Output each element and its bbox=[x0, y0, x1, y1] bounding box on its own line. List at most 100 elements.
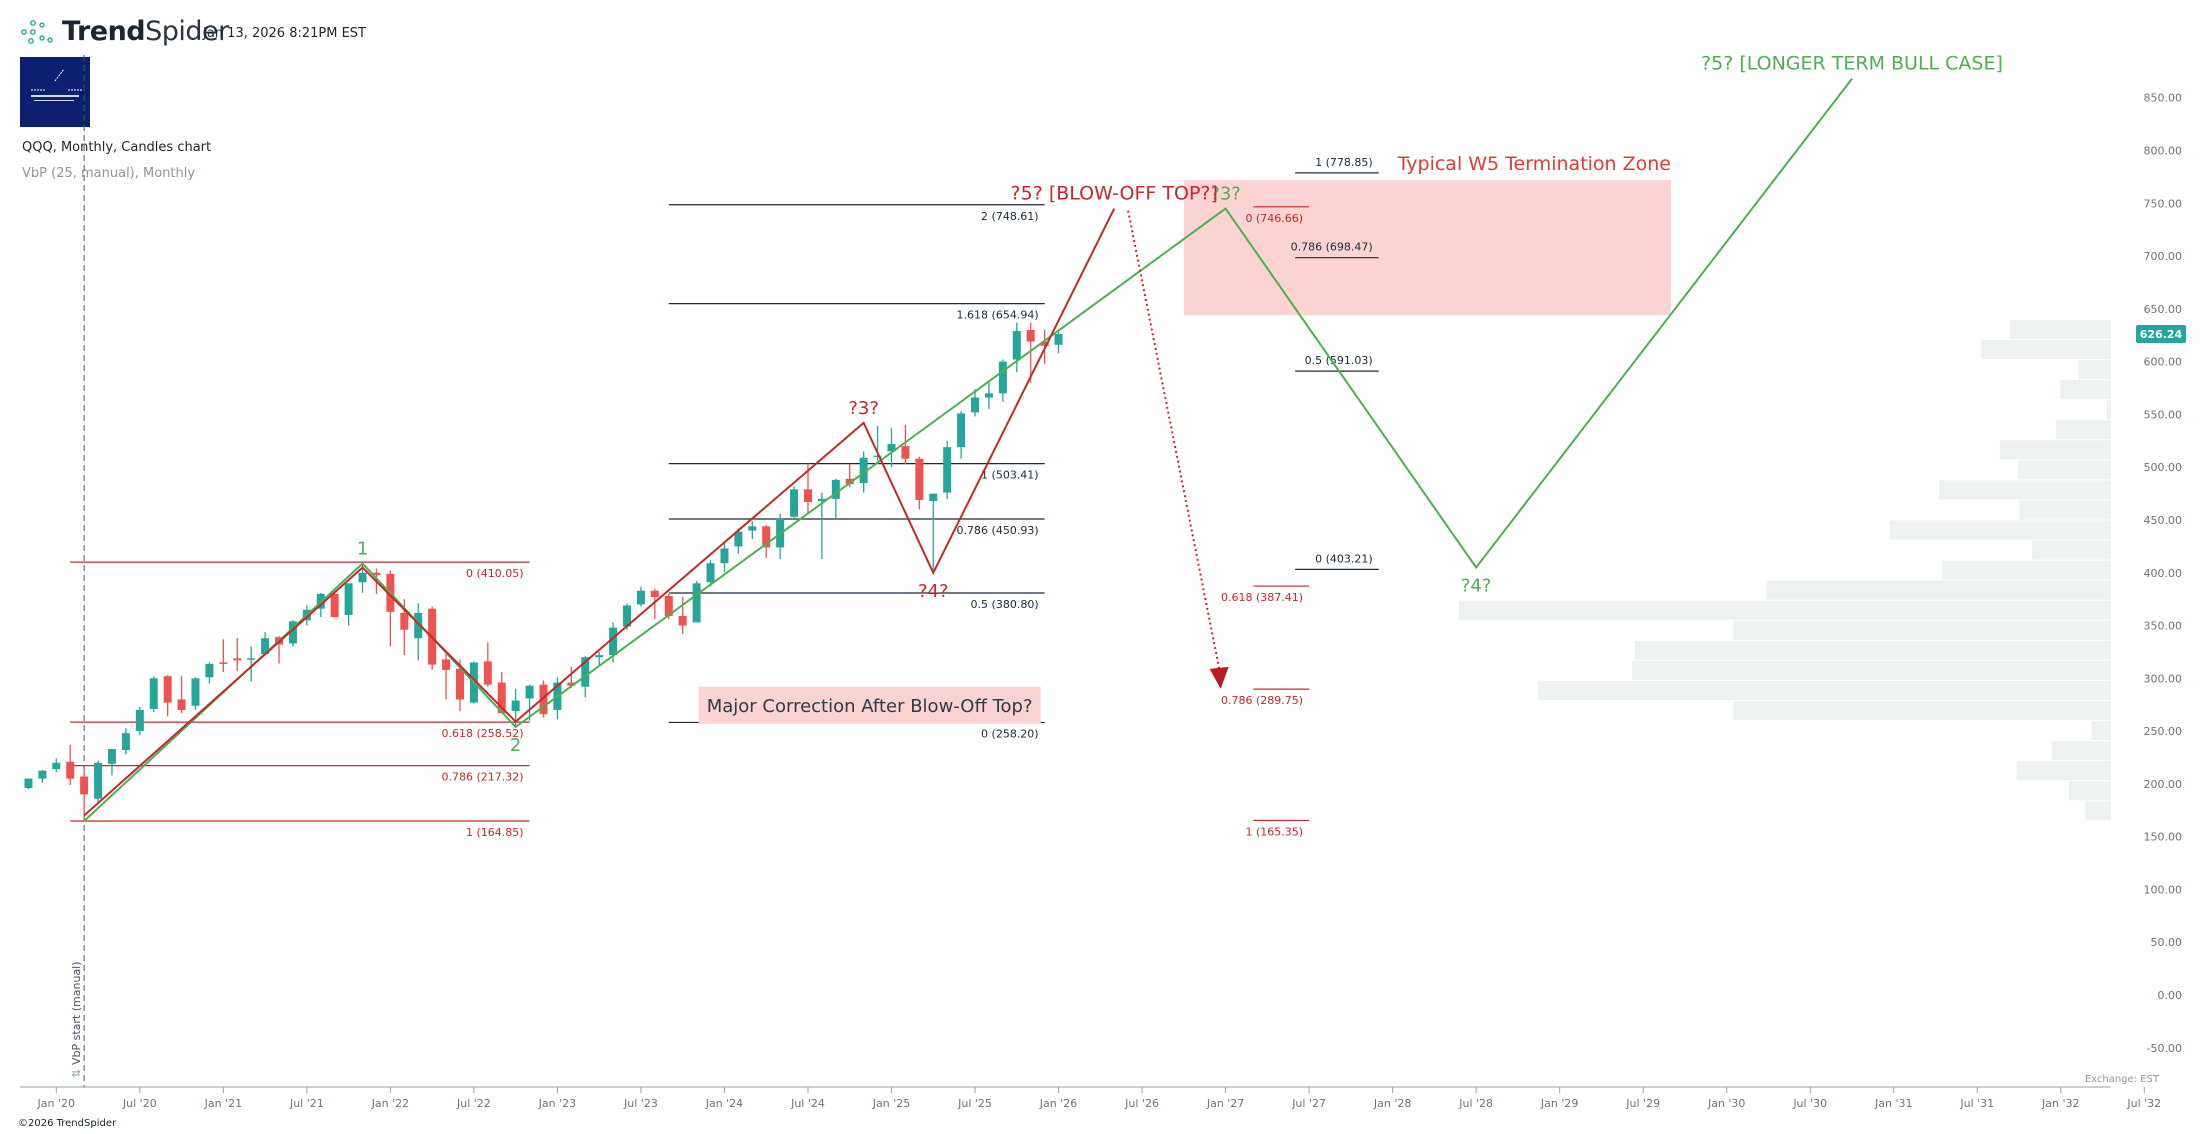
candle bbox=[720, 543, 729, 572]
candle-body bbox=[177, 699, 186, 710]
candle-body bbox=[525, 685, 534, 699]
candle-body bbox=[149, 678, 158, 709]
candle-body bbox=[442, 659, 451, 670]
x-tick-label: Jul '25 bbox=[957, 1097, 992, 1110]
candle-body bbox=[539, 684, 548, 715]
x-tick-label: Jan '26 bbox=[1039, 1097, 1077, 1110]
timestamp: Jan 13, 2026 8:21PM EST bbox=[203, 26, 366, 41]
indicator-label[interactable]: VbP (25, manual), Monthly bbox=[22, 166, 196, 181]
fib-level-label: 0.786 (698.47) bbox=[1291, 241, 1373, 254]
x-tick-label: Jan '21 bbox=[204, 1097, 242, 1110]
fib-level-label: 1 (778.85) bbox=[1315, 156, 1373, 169]
candle bbox=[483, 642, 492, 687]
wave-counts[interactable]: 1 2 ?3? ?4? ?5? [LONGER TERM BULL CASE] ?3? ?4… bbox=[83, 53, 2003, 822]
callout-text: Major Correction After Blow-Off Top? bbox=[707, 696, 1033, 717]
spider-web-icon bbox=[21, 19, 53, 44]
fib-future-red[interactable]: 0 (746.66) 0.618 (387.41) 0.786 (289.75) 1 … bbox=[1221, 206, 1310, 839]
x-axis[interactable]: Jan '20 Jul '20 Jan '21 Jul '21 Jan '22 Jul '… bbox=[20, 1086, 2161, 1110]
x-tick-label: Jul '20 bbox=[122, 1097, 157, 1110]
zone-rect[interactable] bbox=[1183, 180, 1672, 316]
wave-label: ?5? [BLOW-OFF TOP?] bbox=[1011, 183, 1218, 205]
y-tick-label: 750.00 bbox=[2144, 197, 2183, 210]
x-tick-label: Jan '29 bbox=[1540, 1097, 1578, 1110]
zone-label: Typical W5 Termination Zone bbox=[1397, 153, 1671, 175]
candle bbox=[233, 638, 242, 671]
volume-by-price bbox=[1459, 319, 2111, 821]
fib-future-black[interactable]: 1 (778.85) 0.786 (698.47) 0.5 (591.03) 0 (4… bbox=[1291, 156, 1379, 570]
candle-body bbox=[497, 682, 506, 714]
candle bbox=[247, 646, 256, 682]
y-tick-label: 200.00 bbox=[2144, 778, 2183, 791]
candle bbox=[121, 727, 130, 755]
copyright: ©2026 TrendSpider bbox=[18, 1118, 117, 1129]
candle-body bbox=[664, 595, 673, 617]
arrow-line[interactable] bbox=[1127, 210, 1221, 672]
candle-body bbox=[943, 447, 952, 493]
candle bbox=[80, 768, 89, 821]
candle-body bbox=[623, 605, 632, 627]
swap-icon: ⇅ bbox=[70, 1069, 83, 1078]
candle-body bbox=[1026, 329, 1035, 342]
candle-body bbox=[80, 776, 89, 795]
candle bbox=[205, 662, 214, 684]
vbp-bar bbox=[1632, 660, 2111, 680]
candle bbox=[442, 652, 451, 700]
candle-body bbox=[511, 700, 520, 712]
vbp-bar bbox=[1537, 680, 2111, 700]
candle bbox=[692, 581, 701, 623]
wave-label: 2 bbox=[510, 735, 521, 756]
w5-termination-zone[interactable]: Typical W5 Termination Zone bbox=[1183, 153, 1672, 316]
brand-name: TrendSpider bbox=[62, 16, 229, 47]
vbp-bar bbox=[2078, 360, 2111, 380]
x-tick-label: Jan '20 bbox=[37, 1097, 75, 1110]
correction-arrow[interactable]: Major Correction After Blow-Off Top? bbox=[698, 210, 1229, 724]
candle bbox=[414, 603, 423, 661]
candle bbox=[636, 586, 645, 607]
vbp-start-label: VbP start (manual) bbox=[70, 961, 83, 1065]
candle-body bbox=[1040, 341, 1049, 346]
wave-path[interactable] bbox=[83, 78, 1853, 822]
y-tick-label: 450.00 bbox=[2144, 514, 2183, 527]
candle-body bbox=[692, 583, 701, 623]
y-tick-label: 250.00 bbox=[2144, 725, 2183, 738]
green-wave-count[interactable]: 1 2 ?3? ?4? ?5? [LONGER TERM BULL CASE] bbox=[83, 53, 2003, 822]
vbp-start-marker[interactable]: VbP start (manual) ⇅ bbox=[70, 55, 85, 1087]
fib-extension-2023[interactable]: 2 (748.61) 1.618 (654.94) 1 (503.41) 0.786 … bbox=[668, 204, 1045, 741]
publisher-logo bbox=[20, 57, 90, 127]
y-tick-label: 350.00 bbox=[2144, 620, 2183, 633]
wave-path[interactable] bbox=[83, 208, 1116, 817]
x-tick-label: Jan '30 bbox=[1707, 1097, 1745, 1110]
candle-body bbox=[261, 638, 270, 655]
x-tick-label: Jan '27 bbox=[1206, 1097, 1244, 1110]
arrow-head-icon bbox=[1209, 666, 1229, 689]
callout-box[interactable] bbox=[698, 686, 1041, 724]
fib-level-label: 1 (164.85) bbox=[466, 826, 524, 839]
candle bbox=[330, 591, 339, 618]
candle-body bbox=[650, 590, 659, 598]
candle-body bbox=[929, 493, 938, 501]
y-tick-label: 50.00 bbox=[2151, 936, 2183, 949]
vbp-bar bbox=[2056, 420, 2111, 440]
fibonacci-levels[interactable]: 0 (410.05) 0.618 (258.52) 0.786 (217.32) 1 … bbox=[70, 156, 1379, 839]
y-tick-label: -50.00 bbox=[2147, 1042, 2182, 1055]
fib-level-label: 0.618 (387.41) bbox=[1221, 591, 1303, 604]
candle-body bbox=[984, 393, 993, 398]
y-axis[interactable]: 850.00 800.00 750.00 700.00 650.00 600.00 550.… bbox=[2136, 92, 2186, 1055]
candle-body bbox=[915, 458, 924, 500]
logo-chart-icon bbox=[31, 68, 82, 101]
y-tick-label: 600.00 bbox=[2144, 356, 2183, 369]
candle bbox=[595, 651, 604, 666]
candle bbox=[678, 597, 687, 634]
candle-body bbox=[205, 663, 214, 678]
candle-body bbox=[971, 397, 980, 413]
candle bbox=[38, 770, 47, 783]
red-wave-count[interactable]: ?3? ?4? ?5? [BLOW-OFF TOP?] bbox=[83, 183, 1218, 817]
candle-body bbox=[706, 563, 715, 583]
fib-2020-2022[interactable]: 0 (410.05) 0.618 (258.52) 0.786 (217.32) 1 … bbox=[70, 561, 530, 839]
fib-level-label: 0 (403.21) bbox=[1315, 552, 1373, 565]
candle bbox=[149, 676, 158, 713]
candle bbox=[957, 411, 966, 459]
last-price-tag bbox=[2136, 324, 2186, 343]
chart-symbol-label[interactable]: QQQ, Monthly, Candles chart bbox=[22, 140, 212, 155]
